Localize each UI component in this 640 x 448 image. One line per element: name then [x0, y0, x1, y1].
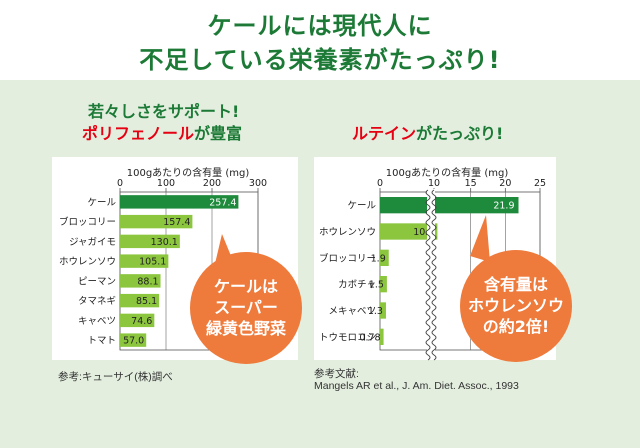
right-category-label: ケール — [347, 201, 376, 212]
left-subtitle-line2: ポリフェノールが豊富 — [82, 120, 242, 144]
right-bubble-shape — [460, 215, 572, 362]
header: ケールには現代人に 不足している栄養素がたっぷり! — [0, 0, 640, 80]
right-bubble-line1: 含有量は — [483, 275, 548, 294]
right-category-label: ブロッコリー — [319, 252, 376, 264]
right-tick-label: 0 — [377, 178, 383, 189]
left-bar — [120, 234, 180, 249]
left-category-label: ピーマン — [78, 276, 116, 287]
right-bubble: 含有量は ホウレンソウ の約2倍! — [460, 274, 572, 337]
right-axis-break-line — [431, 189, 437, 361]
left-tick-label: 300 — [249, 178, 267, 189]
left-category-label: ホウレンソウ — [59, 257, 116, 268]
right-bar — [380, 276, 387, 293]
right-value-label: 1.9 — [371, 253, 386, 264]
left-value-label: 105.1 — [139, 257, 166, 268]
right-value-label: 21.9 — [493, 201, 514, 212]
right-category-label: ホウレンソウ — [319, 227, 376, 238]
left-category-label: キャベツ — [78, 316, 116, 327]
left-value-label: 57.0 — [123, 336, 144, 347]
right-axis-break-gap — [427, 189, 435, 353]
right-tick-label: 10 — [428, 178, 440, 189]
right-tick-label: 25 — [534, 178, 546, 189]
right-category-label: カボチャ — [338, 280, 376, 291]
right-bar — [380, 223, 438, 240]
title-line-2: 不足している栄養素がたっぷり! — [139, 46, 501, 74]
right-source-line2: Mangels AR et al., J. Am. Diet. Assoc., … — [314, 380, 519, 392]
title-line-1: ケールには現代人に — [207, 12, 433, 40]
right-bar — [380, 302, 386, 319]
left-value-label: 74.6 — [131, 316, 152, 327]
right-source-line1: 参考文献: — [314, 368, 359, 380]
right-bar — [380, 328, 384, 345]
left-bubble-line3: 緑黄色野菜 — [205, 319, 286, 338]
right-tick-label: 20 — [499, 178, 511, 189]
left-bar — [120, 313, 155, 328]
right-value-label: 1.5 — [369, 280, 384, 291]
right-bar — [380, 197, 519, 214]
left-bar — [120, 254, 169, 268]
left-subtitle-red: ポリフェノール — [82, 124, 195, 143]
left-bubble-line2: スーパー — [214, 298, 278, 317]
left-bar — [120, 274, 161, 288]
left-bar — [120, 293, 160, 308]
left-category-label: ケール — [87, 197, 116, 208]
right-axis-label: 100gあたりの含有量 (mg) — [386, 166, 509, 179]
right-bubble-line3: の約2倍! — [482, 317, 550, 336]
left-bubble-line1: ケールは — [213, 277, 278, 296]
left-category-label: ブロッコリー — [59, 216, 116, 228]
right-subtitle: ルテインがたっぷり! — [352, 120, 503, 144]
right-subtitle-red: ルテイン — [352, 124, 417, 143]
right-value-label: 1.3 — [368, 306, 383, 317]
right-bar — [380, 249, 389, 266]
left-axis-label: 100gあたりの含有量 (mg) — [127, 166, 250, 179]
left-tick-label: 0 — [117, 178, 123, 189]
left-bar — [120, 214, 193, 229]
left-bar — [120, 195, 239, 209]
left-subtitle-green: が豊富 — [194, 124, 243, 143]
left-bubble-shape — [190, 234, 302, 364]
left-value-label: 88.1 — [137, 276, 158, 287]
left-value-label: 85.1 — [136, 296, 157, 307]
left-bubble: ケールは スーパー 緑黄色野菜 — [190, 276, 302, 339]
left-value-label: 157.4 — [163, 217, 190, 228]
right-axis-break-line — [425, 189, 431, 361]
left-category-label: トマト — [87, 336, 116, 347]
left-value-label: 130.1 — [151, 237, 178, 248]
right-category-label: トウモロコシ — [319, 332, 376, 343]
left-subtitle-line1: 若々しさをサポート! — [88, 102, 240, 121]
right-bubble-line2: ホウレンソウ — [467, 296, 564, 315]
left-bar — [120, 333, 147, 347]
left-category-label: ジャガイモ — [69, 237, 116, 248]
right-category-label: メキャベツ — [328, 306, 376, 317]
right-value-label: 10.2 — [413, 227, 434, 238]
right-tick-label: 15 — [465, 178, 477, 189]
left-tick-label: 100 — [157, 178, 175, 189]
right-value-label: 0.78 — [359, 332, 380, 343]
left-category-label: タマネギ — [78, 296, 116, 307]
right-subtitle-green: がたっぷり! — [416, 124, 504, 143]
left-value-label: 257.4 — [209, 197, 236, 208]
left-tick-label: 200 — [203, 178, 221, 189]
left-source: 参考:キューサイ(株)調べ — [58, 371, 173, 383]
